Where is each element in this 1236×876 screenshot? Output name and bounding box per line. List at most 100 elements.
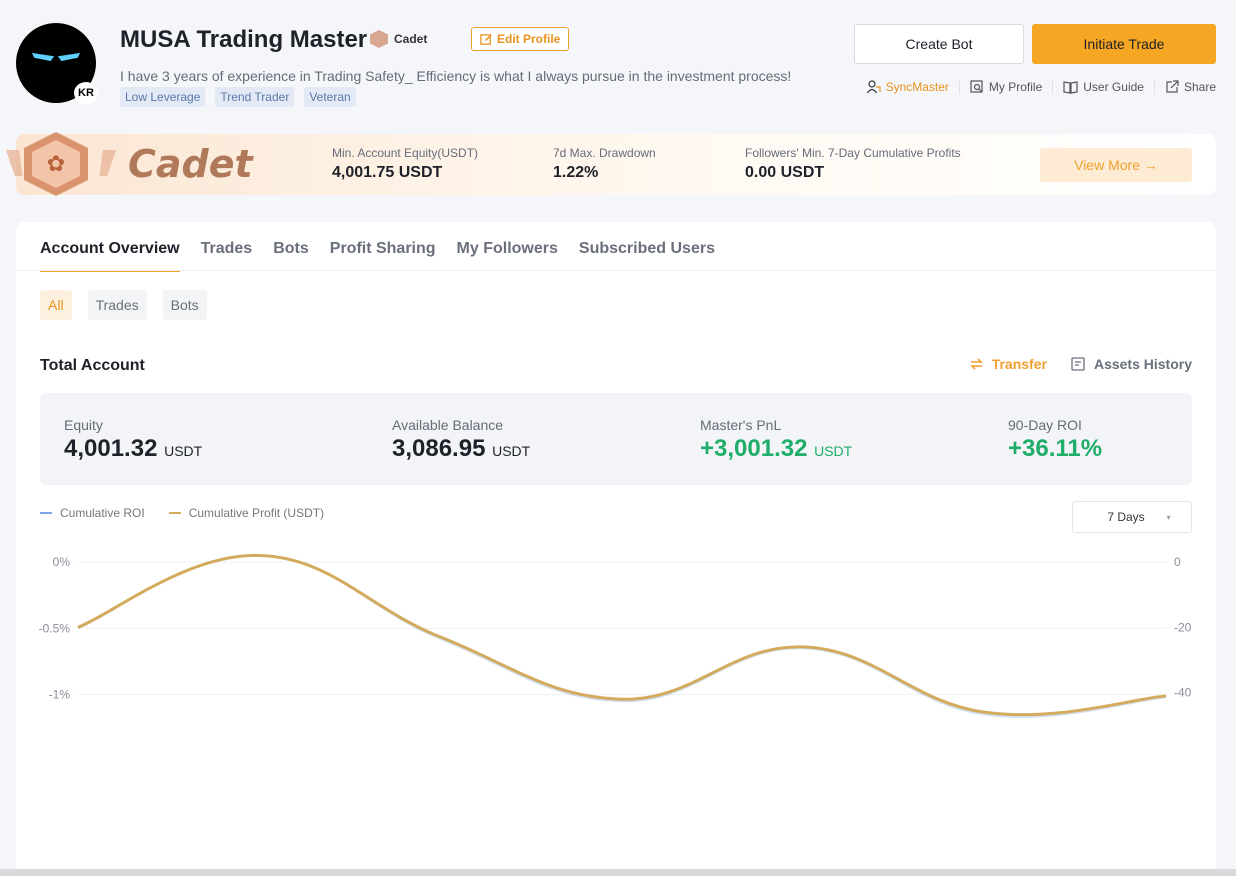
max-drawdown-stat: 7d Max. Drawdown 1.22% [553, 146, 656, 182]
header-links: SyncMaster My Profile User Guide Share [857, 80, 1216, 94]
left-tick-label: -1% [49, 688, 71, 702]
share-icon [1166, 80, 1179, 93]
tab-my-followers[interactable]: My Followers [456, 240, 558, 257]
chip-bots[interactable]: Bots [162, 290, 207, 320]
stat-value: 4,001.75 USDT [332, 164, 443, 181]
right-tick-label: -20 [1174, 620, 1192, 634]
range-select[interactable]: 7 Days ▾ [1072, 501, 1192, 533]
edit-profile-button[interactable]: Edit Profile [471, 27, 570, 51]
avatar-eye-left [32, 53, 54, 61]
profile-name: MUSA Trading Master [120, 26, 368, 53]
stat-value: 1.22% [553, 164, 599, 181]
my-profile-link[interactable]: My Profile [958, 80, 1052, 94]
legend-roi-swatch [40, 512, 52, 514]
view-more-button[interactable]: View More → [1040, 148, 1192, 182]
pnl-summary: Master's PnL +3,001.32 USDT [700, 417, 852, 463]
chip-trades[interactable]: Trades [87, 290, 147, 320]
user-guide-link[interactable]: User Guide [1052, 80, 1154, 94]
section-actions: Transfer Assets History [969, 356, 1192, 372]
history-icon [1071, 357, 1085, 371]
main-tabs: Account Overview Trades Bots Profit Shar… [40, 240, 715, 272]
my-profile-label: My Profile [988, 80, 1043, 94]
cadet-large-badge-icon: ✿ [24, 132, 88, 196]
level-banner: ✿ Cadet Min. Account Equity(USDT) 4,001.… [6, 132, 1216, 196]
left-tick-label: 0% [53, 555, 71, 569]
tag: Trend Trader [215, 87, 295, 107]
roi-series-line [77, 554, 1167, 718]
legend-roi[interactable]: Cumulative ROI [40, 506, 145, 520]
profit-series-line [77, 553, 1167, 717]
user-sync-icon [866, 80, 881, 94]
share-label: Share [1183, 80, 1216, 94]
account-card: Account Overview Trades Bots Profit Shar… [16, 222, 1216, 876]
roi-summary: 90-Day ROI +36.11% [1008, 417, 1102, 463]
right-tick-label: -40 [1174, 686, 1192, 700]
account-summary: Equity 4,001.32 USDT Available Balance 3… [40, 393, 1192, 485]
tab-trades[interactable]: Trades [200, 240, 253, 257]
roi-value: +36.11% [1008, 435, 1103, 462]
tab-bots[interactable]: Bots [273, 240, 309, 257]
pnl-label: Master's PnL [700, 417, 782, 433]
edit-icon [480, 33, 492, 45]
followers-profit-stat: Followers' Min. 7-Day Cumulative Profits… [745, 146, 961, 182]
avatar-country-badge: KR [74, 82, 98, 104]
stat-label: Min. Account Equity(USDT) [332, 146, 479, 160]
avatar[interactable] [16, 23, 96, 103]
available-value: 3,086.95 [392, 435, 486, 462]
transfer-label: Transfer [991, 356, 1047, 372]
edit-profile-label: Edit Profile [497, 32, 561, 46]
banner-title: Cadet [128, 142, 253, 186]
available-unit: USDT [492, 443, 531, 459]
min-equity-stat: Min. Account Equity(USDT) 4,001.75 USDT [332, 146, 478, 182]
pnl-value: +3,001.32 [700, 435, 808, 462]
syncmaster-link[interactable]: SyncMaster [857, 80, 959, 94]
available-value-row: 3,086.95 USDT [392, 435, 530, 463]
equity-value: 4,001.32 [64, 435, 158, 462]
left-tick-label: -0.5% [39, 621, 71, 635]
filter-chips: All Trades Bots [40, 290, 207, 320]
share-link[interactable]: Share [1153, 80, 1216, 94]
profile-bio: I have 3 years of experience in Trading … [120, 68, 792, 84]
pnl-value-row: +3,001.32 USDT [700, 435, 852, 463]
chip-all[interactable]: All [40, 290, 72, 320]
level-badge: Cadet [370, 30, 427, 48]
syncmaster-label: SyncMaster [885, 80, 949, 94]
equity-label: Equity [64, 417, 103, 433]
profile-tags: Low Leverage Trend Trader Veteran [120, 87, 356, 107]
assets-history-button[interactable]: Assets History [1071, 356, 1192, 372]
initiate-trade-button[interactable]: Initiate Trade [1032, 24, 1216, 64]
caret-down-icon: ▾ [1166, 512, 1171, 522]
assets-history-label: Assets History [1093, 356, 1192, 372]
create-bot-button[interactable]: Create Bot [854, 24, 1024, 64]
avatar-eye-right [58, 53, 80, 61]
cadet-badge-icon [370, 30, 388, 48]
stat-label: Followers' Min. 7-Day Cumulative Profits [745, 146, 961, 160]
tag: Veteran [304, 87, 356, 107]
available-label: Available Balance [392, 417, 504, 433]
range-select-label: 7 Days [1107, 510, 1145, 524]
transfer-button[interactable]: Transfer [969, 356, 1047, 372]
tab-profit-sharing[interactable]: Profit Sharing [329, 240, 436, 257]
section-title: Total Account [40, 357, 145, 374]
stat-label: 7d Max. Drawdown [553, 146, 656, 160]
sprout-icon: ✿ [32, 140, 80, 188]
roi-label: 90-Day ROI [1008, 417, 1082, 433]
user-guide-label: User Guide [1083, 80, 1144, 94]
legend-profit-label: Cumulative Profit (USDT) [188, 506, 325, 520]
legend-profit[interactable]: Cumulative Profit (USDT) [168, 506, 325, 520]
equity-summary: Equity 4,001.32 USDT [64, 417, 202, 463]
stat-value: 0.00 USDT [745, 164, 825, 181]
tab-account-overview[interactable]: Account Overview [40, 240, 180, 272]
legend-profit-swatch [168, 512, 181, 514]
tab-subscribed-users[interactable]: Subscribed Users [578, 240, 715, 257]
equity-unit: USDT [164, 443, 203, 459]
right-tick-label: 0 [1174, 555, 1181, 569]
equity-value-row: 4,001.32 USDT [64, 435, 202, 463]
chart-legend: Cumulative ROI Cumulative Profit (USDT) [40, 506, 324, 520]
available-summary: Available Balance 3,086.95 USDT [392, 417, 530, 463]
level-label: Cadet [394, 32, 428, 46]
tag: Low Leverage [120, 87, 206, 107]
pnl-unit: USDT [814, 443, 853, 459]
tabs-divider [16, 270, 1216, 271]
horizontal-scrollbar[interactable] [0, 869, 1236, 876]
